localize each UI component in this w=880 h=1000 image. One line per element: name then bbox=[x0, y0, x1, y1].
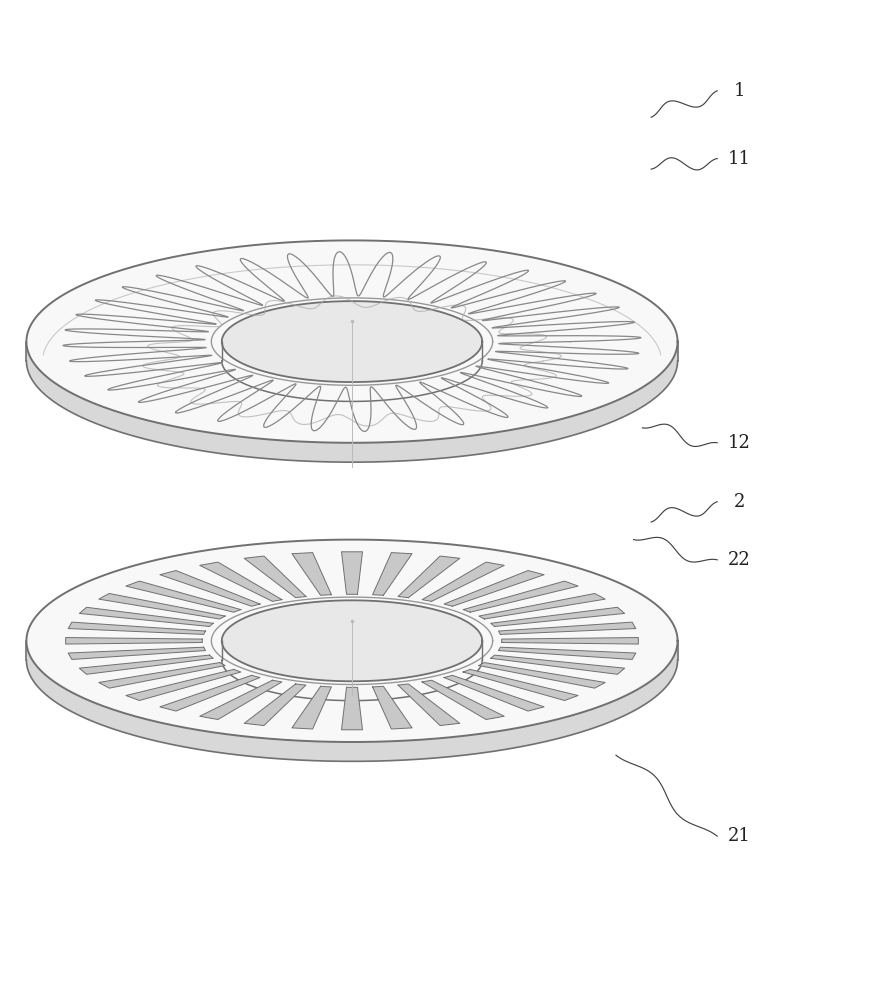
Polygon shape bbox=[491, 655, 625, 674]
Polygon shape bbox=[498, 622, 636, 634]
Polygon shape bbox=[372, 686, 412, 729]
Polygon shape bbox=[26, 540, 678, 742]
Polygon shape bbox=[398, 684, 459, 726]
Polygon shape bbox=[398, 556, 459, 598]
Polygon shape bbox=[292, 686, 332, 729]
Polygon shape bbox=[160, 675, 260, 711]
Polygon shape bbox=[292, 553, 332, 595]
Polygon shape bbox=[341, 552, 363, 594]
Polygon shape bbox=[99, 593, 225, 619]
Polygon shape bbox=[200, 680, 282, 720]
Text: 21: 21 bbox=[728, 827, 751, 845]
Polygon shape bbox=[200, 562, 282, 601]
Polygon shape bbox=[126, 581, 241, 612]
Polygon shape bbox=[79, 607, 213, 626]
Polygon shape bbox=[222, 641, 482, 701]
Polygon shape bbox=[66, 638, 202, 644]
Polygon shape bbox=[479, 663, 605, 688]
Polygon shape bbox=[79, 655, 213, 674]
Polygon shape bbox=[422, 680, 504, 720]
Polygon shape bbox=[245, 556, 306, 598]
Polygon shape bbox=[99, 663, 225, 688]
Polygon shape bbox=[502, 638, 638, 644]
Polygon shape bbox=[222, 600, 482, 681]
Polygon shape bbox=[245, 684, 306, 726]
Polygon shape bbox=[444, 675, 544, 711]
Text: 12: 12 bbox=[728, 434, 751, 452]
Polygon shape bbox=[372, 553, 412, 595]
Polygon shape bbox=[222, 342, 482, 401]
Polygon shape bbox=[26, 641, 678, 761]
Polygon shape bbox=[126, 669, 241, 701]
Text: 1: 1 bbox=[733, 82, 745, 100]
Polygon shape bbox=[422, 562, 504, 601]
Text: 2: 2 bbox=[734, 493, 744, 511]
Polygon shape bbox=[26, 342, 678, 462]
Polygon shape bbox=[491, 607, 625, 626]
Text: 22: 22 bbox=[728, 551, 751, 569]
Polygon shape bbox=[68, 647, 206, 659]
Polygon shape bbox=[26, 240, 678, 443]
Polygon shape bbox=[463, 669, 578, 701]
Polygon shape bbox=[222, 301, 482, 382]
Polygon shape bbox=[498, 647, 636, 659]
Polygon shape bbox=[479, 593, 605, 619]
Polygon shape bbox=[444, 571, 544, 606]
Polygon shape bbox=[463, 581, 578, 612]
Polygon shape bbox=[68, 622, 206, 634]
Text: 11: 11 bbox=[728, 150, 751, 168]
Polygon shape bbox=[160, 571, 260, 606]
Polygon shape bbox=[341, 687, 363, 730]
